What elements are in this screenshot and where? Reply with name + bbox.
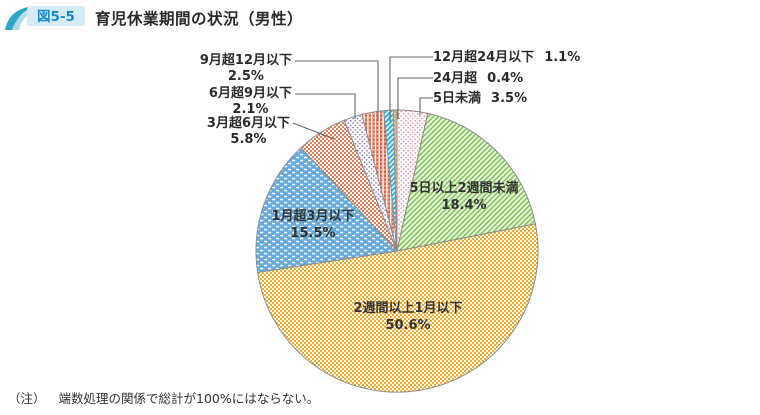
slice-percent: 3.5% xyxy=(491,91,528,106)
figure-badge: 図5-5 xyxy=(5,6,85,30)
label-1to3-months: 1月超3月以下 15.5% xyxy=(271,209,354,243)
label-2weeks-to-1month: 2週間以上1月以下 50.6% xyxy=(353,301,462,335)
leader-line xyxy=(295,60,379,121)
leader-line xyxy=(419,97,433,115)
footnote: （注） 端数処理の関係で総計が100%にはならない。 xyxy=(8,388,319,407)
badge-swoosh-light xyxy=(12,9,34,30)
slice-percent: 2.1% xyxy=(232,101,269,117)
page-title: 育児休業期間の状況（男性） xyxy=(95,10,304,28)
slice-percent: 5.8% xyxy=(230,131,267,147)
slice-percent: 0.4% xyxy=(487,71,524,86)
pie-wedges xyxy=(255,109,539,393)
label-9to12-months: 9月超12月以下 2.5% xyxy=(200,53,292,84)
figure-number-label: 図5-5 xyxy=(37,9,75,25)
leader-line xyxy=(389,56,433,121)
leader-line xyxy=(295,93,356,119)
label-over-24-months: 24月超 0.4% xyxy=(433,71,523,87)
label-5days-to-2weeks: 5日以上2週間未満 18.4% xyxy=(409,181,518,215)
pie-slice-8 xyxy=(392,109,398,252)
slice-label: 2週間以上1月以下 xyxy=(353,301,463,317)
badge-rect xyxy=(27,6,85,26)
leader-lines xyxy=(292,56,433,140)
badge-swoosh-dark xyxy=(5,6,36,30)
label-6to9-months: 6月超9月以下 2.1% xyxy=(209,86,292,117)
footnote-prefix: （注） xyxy=(8,391,46,406)
slice-label: 3月超6月以下 xyxy=(206,116,290,131)
label-under-5-days: 5日未満 3.5% xyxy=(433,91,527,107)
pie-slice-1 xyxy=(396,112,536,252)
slice-percent: 15.5% xyxy=(290,226,336,241)
leader-line xyxy=(292,122,335,140)
footnote-text: 端数処理の関係で総計が100%にはならない。 xyxy=(58,391,320,406)
leader-line xyxy=(397,77,433,119)
slice-label: 6月超9月以下 xyxy=(208,86,292,101)
slice-label: 12月超24月以下 xyxy=(433,50,535,65)
slice-label: 9月超12月以下 xyxy=(199,53,292,68)
slice-percent: 50.6% xyxy=(385,318,431,333)
pie-slice-2 xyxy=(257,223,539,393)
slice-label: 1月超3月以下 xyxy=(271,209,355,225)
label-3to6-months: 3月超6月以下 5.8% xyxy=(207,116,290,147)
label-12to24-months: 12月超24月以下 1.1% xyxy=(433,50,580,66)
slice-label: 5日未満 xyxy=(433,91,482,106)
slice-label: 24月超 xyxy=(433,71,478,86)
pie-slice-3 xyxy=(255,147,398,273)
slice-percent: 1.1% xyxy=(544,50,581,65)
slice-label: 5日以上2週間未満 xyxy=(409,181,519,197)
slice-percent: 2.5% xyxy=(227,68,264,84)
slice-percent: 18.4% xyxy=(441,198,487,213)
